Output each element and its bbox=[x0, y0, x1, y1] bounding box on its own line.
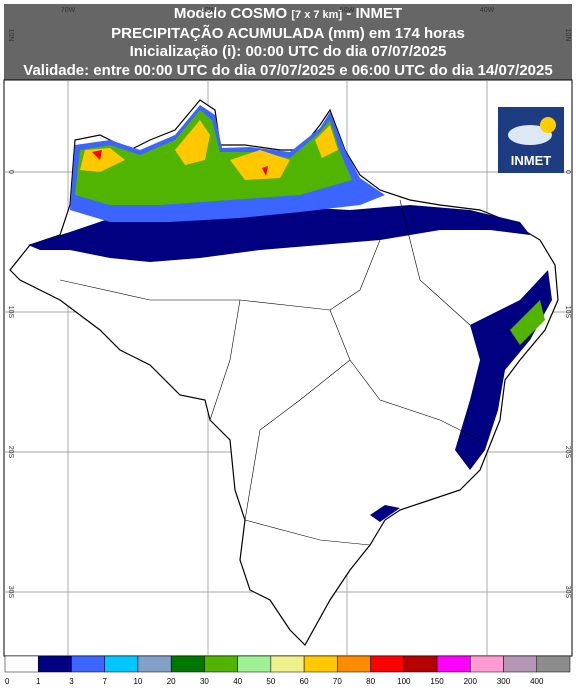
legend-swatch bbox=[270, 655, 305, 673]
legend-swatch bbox=[104, 655, 139, 673]
legend-tick-label: 150 bbox=[430, 677, 444, 686]
lon-label: 40W bbox=[480, 7, 495, 14]
lat-label: 10S bbox=[7, 306, 14, 319]
legend-tick-label: 100 bbox=[397, 677, 411, 686]
title-main: Modelo COSMO bbox=[173, 5, 288, 22]
legend-swatch bbox=[137, 655, 172, 673]
legend-tick-label: 1 bbox=[36, 677, 41, 686]
legend-tick-label: 60 bbox=[300, 677, 309, 686]
lon-label: 60W bbox=[201, 7, 216, 14]
legend-swatch bbox=[303, 655, 338, 673]
lat-label: 10N bbox=[7, 29, 14, 42]
legend-tick-label: 3 bbox=[69, 677, 74, 686]
legend-swatch bbox=[204, 655, 238, 673]
title-source: - INMET bbox=[346, 5, 403, 22]
legend-swatch bbox=[470, 655, 504, 673]
legend-tick-label: 20 bbox=[167, 677, 176, 686]
lat-label: 0 bbox=[7, 170, 14, 174]
legend-tick-label: 0 bbox=[5, 677, 10, 686]
lat-label: 10S bbox=[564, 306, 571, 319]
legend-tick-label: 200 bbox=[464, 677, 478, 686]
state-borders bbox=[59, 199, 481, 546]
logo-text: INMET bbox=[511, 153, 552, 168]
logo-sun bbox=[540, 117, 556, 133]
lat-label: 30S bbox=[7, 586, 14, 599]
header: Modelo COSMO [7 x 7 km] - INMET PRECIPIT… bbox=[4, 4, 572, 80]
title-line: Modelo COSMO [7 x 7 km] - INMET bbox=[4, 5, 572, 25]
legend-swatch bbox=[536, 655, 571, 673]
legend-tick-label: 10 bbox=[133, 677, 142, 686]
validity-line: Validade: entre 00:00 UTC do dia 07/07/2… bbox=[23, 61, 553, 79]
lon-label: 50W bbox=[340, 7, 355, 14]
legend-tick-label: 300 bbox=[497, 677, 511, 686]
lon-label: 70W bbox=[61, 7, 76, 14]
lat-label: 20S bbox=[564, 446, 571, 459]
title-resolution: [7 x 7 km] bbox=[291, 9, 343, 21]
subtitle: PRECIPITAÇÃO ACUMULADA (mm) em 174 horas bbox=[111, 24, 465, 42]
legend-swatch bbox=[71, 655, 105, 673]
legend-swatch bbox=[403, 655, 438, 673]
legend-tick-label: 30 bbox=[200, 677, 209, 686]
lat-label: 10N bbox=[564, 29, 571, 42]
legend-tick-label: 70 bbox=[333, 677, 342, 686]
legend-tick-label: 50 bbox=[266, 677, 275, 686]
precipitation bbox=[28, 105, 552, 522]
legend-swatch bbox=[37, 655, 72, 673]
legend-swatch bbox=[237, 655, 272, 673]
logo-cloud bbox=[508, 125, 552, 145]
legend-swatch bbox=[4, 655, 39, 673]
legend-tick-label: 7 bbox=[102, 677, 107, 686]
legend-swatch bbox=[170, 655, 205, 673]
legend-swatch bbox=[503, 655, 538, 673]
legend-tick-label: 400 bbox=[530, 677, 544, 686]
lat-label: 0 bbox=[564, 170, 571, 174]
init-line: Inicialização (i): 00:00 UTC do dia 07/0… bbox=[129, 43, 447, 60]
legend-swatch bbox=[337, 655, 371, 673]
lat-label: 30S bbox=[564, 586, 571, 599]
legend-swatch bbox=[370, 655, 405, 673]
legend-tick-label: 40 bbox=[233, 677, 242, 686]
legend-swatch bbox=[436, 655, 471, 673]
lat-label: 20S bbox=[7, 446, 14, 459]
legend-tick-label: 80 bbox=[366, 677, 375, 686]
